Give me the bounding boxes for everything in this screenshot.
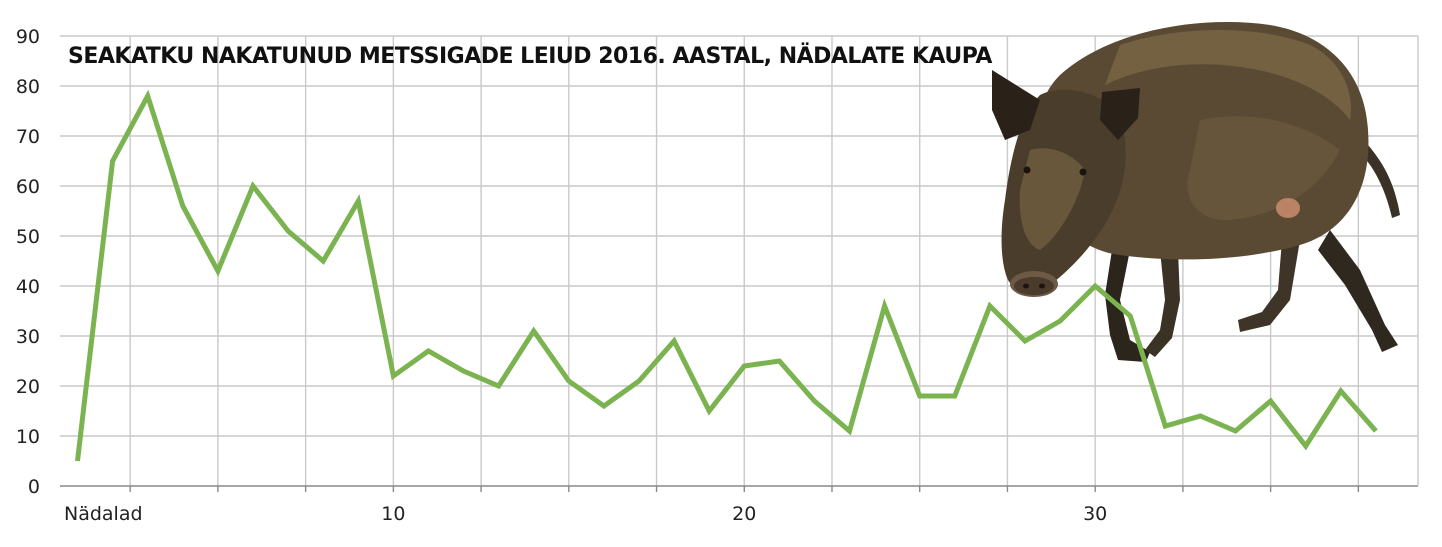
x-tick-label: 20	[732, 503, 756, 525]
y-tick-label: 10	[16, 426, 40, 448]
chart-title: SEAKATKU NAKATUNUD METSSIGADE LEIUD 2016…	[68, 43, 992, 69]
wild-boar-image	[992, 22, 1400, 362]
x-axis-label: Nädalad	[64, 503, 143, 525]
x-tick-label: 30	[1083, 503, 1107, 525]
y-tick-label: 90	[16, 26, 40, 48]
grid	[60, 35, 1418, 486]
y-tick-label: 0	[28, 476, 40, 498]
axes: 0 10 20 30 40 50 60 70 80 90 10 20 30	[16, 26, 1419, 525]
y-tick-label: 40	[16, 276, 40, 298]
y-tick-label: 60	[16, 176, 40, 198]
y-tick-label: 70	[16, 126, 40, 148]
x-tick-label: 10	[381, 503, 405, 525]
y-tick-label: 80	[16, 76, 40, 98]
series-line	[75, 89, 1378, 462]
y-tick-label: 30	[16, 326, 40, 348]
series-group	[75, 89, 1378, 462]
y-tick-label: 20	[16, 376, 40, 398]
y-tick-label: 50	[16, 226, 40, 248]
